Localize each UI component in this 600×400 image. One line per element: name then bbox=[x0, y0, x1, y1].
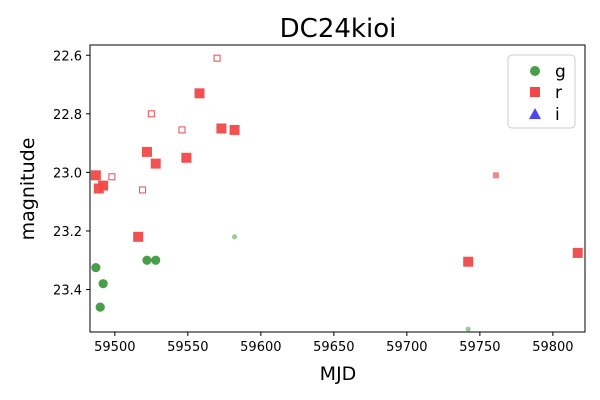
x-tick-label: 59600 bbox=[240, 340, 281, 355]
data-point-r bbox=[572, 247, 583, 258]
chart-title: DC24kioi bbox=[280, 14, 397, 44]
legend-marker-r bbox=[530, 87, 540, 97]
y-tick-label: 22.8 bbox=[53, 108, 82, 123]
x-tick-label: 59650 bbox=[313, 340, 354, 355]
data-point-g bbox=[95, 302, 105, 312]
data-point-r bbox=[178, 126, 186, 134]
data-point-r bbox=[108, 173, 116, 181]
x-tick-label: 59500 bbox=[94, 340, 135, 355]
plot-area bbox=[90, 54, 583, 332]
data-point-g bbox=[142, 255, 152, 265]
legend-label-i: i bbox=[555, 105, 560, 125]
data-point-g bbox=[465, 326, 471, 332]
data-point-r bbox=[90, 170, 101, 181]
y-tick-label: 23.4 bbox=[53, 284, 82, 299]
data-point-r bbox=[141, 146, 152, 157]
y-axis-title: magnitude bbox=[17, 138, 39, 241]
plot-frame bbox=[89, 44, 586, 333]
data-point-r bbox=[194, 88, 205, 99]
data-point-r bbox=[229, 124, 240, 135]
data-point-r bbox=[133, 231, 144, 242]
data-point-r bbox=[492, 172, 499, 179]
x-tick-label: 59700 bbox=[386, 340, 427, 355]
data-point-g bbox=[91, 262, 101, 273]
data-point-g bbox=[231, 234, 238, 240]
data-point-g bbox=[98, 279, 108, 289]
axes: 59500 59550 59600 59650 59700 59750 59800 22.6 2… bbox=[53, 44, 586, 355]
data-point-r bbox=[98, 180, 109, 191]
data-point-g bbox=[151, 255, 161, 265]
legend-marker-i bbox=[529, 108, 541, 119]
x-tick-label: 59550 bbox=[167, 340, 208, 355]
y-tick-label: 23.2 bbox=[53, 225, 82, 240]
legend-label-r: r bbox=[555, 83, 562, 103]
y-tick-label: 23.0 bbox=[53, 166, 82, 181]
legend-marker-g bbox=[530, 66, 540, 76]
x-tick-label: 59800 bbox=[532, 340, 573, 355]
data-point-r bbox=[150, 158, 161, 169]
x-axis-title: MJD bbox=[320, 363, 357, 385]
x-tick-label: 59750 bbox=[459, 340, 500, 355]
y-tick-label: 22.6 bbox=[53, 49, 82, 64]
legend: g r i bbox=[507, 54, 576, 129]
legend-label-g: g bbox=[555, 62, 566, 82]
data-point-r bbox=[139, 186, 147, 194]
data-point-r bbox=[213, 54, 221, 62]
legend-frame bbox=[507, 54, 576, 129]
data-point-r bbox=[216, 123, 227, 134]
data-point-r bbox=[463, 256, 474, 267]
data-point-r bbox=[181, 152, 192, 163]
data-point-r bbox=[147, 110, 155, 118]
